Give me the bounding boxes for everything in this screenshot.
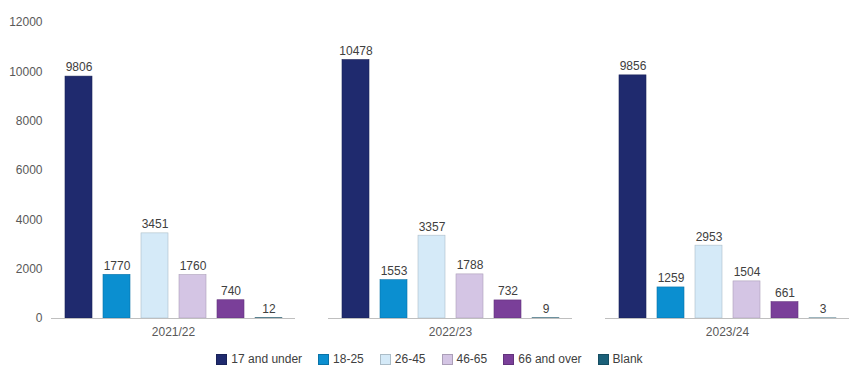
- svg-text:661: 661: [775, 286, 795, 300]
- html-text:17 and under: 17 and under: [231, 352, 303, 366]
- svg-text:9856: 9856: [620, 59, 647, 73]
- svg-text:4000: 4000: [16, 213, 43, 227]
- svg-text:3: 3: [820, 302, 827, 316]
- svg-text:2953: 2953: [696, 229, 723, 243]
- svg-text:12000: 12000: [9, 15, 43, 29]
- svg-text:1553: 1553: [381, 264, 408, 278]
- html-text:46-65: 46-65: [456, 352, 488, 366]
- svg-text:1770: 1770: [104, 259, 131, 273]
- svg-text:0: 0: [36, 311, 43, 325]
- html-text:Blank: Blank: [612, 352, 643, 366]
- svg-text:3357: 3357: [419, 220, 446, 234]
- svg-text:2000: 2000: [16, 262, 43, 276]
- svg-text:1760: 1760: [180, 259, 207, 273]
- svg-text:3451: 3451: [142, 217, 169, 231]
- svg-text:12: 12: [262, 302, 276, 316]
- html-text:66 and over: 66 and over: [518, 352, 582, 366]
- svg-text:9: 9: [543, 302, 550, 316]
- svg-text:2022/23: 2022/23: [429, 325, 473, 339]
- svg-text:9806: 9806: [66, 60, 93, 74]
- svg-text:1259: 1259: [658, 271, 685, 285]
- svg-text:8000: 8000: [16, 114, 43, 128]
- svg-text:10000: 10000: [9, 65, 43, 79]
- svg-text:1504: 1504: [734, 265, 761, 279]
- svg-text:2021/22: 2021/22: [152, 325, 196, 339]
- svg-text:6000: 6000: [16, 163, 43, 177]
- svg-text:732: 732: [498, 284, 518, 298]
- svg-text:740: 740: [221, 284, 241, 298]
- svg-text:1788: 1788: [457, 258, 484, 272]
- svg-text:2023/24: 2023/24: [706, 325, 750, 339]
- html-text:26-45: 26-45: [394, 352, 426, 366]
- html-text:18-25: 18-25: [333, 352, 364, 366]
- svg-text:10478: 10478: [339, 44, 373, 58]
